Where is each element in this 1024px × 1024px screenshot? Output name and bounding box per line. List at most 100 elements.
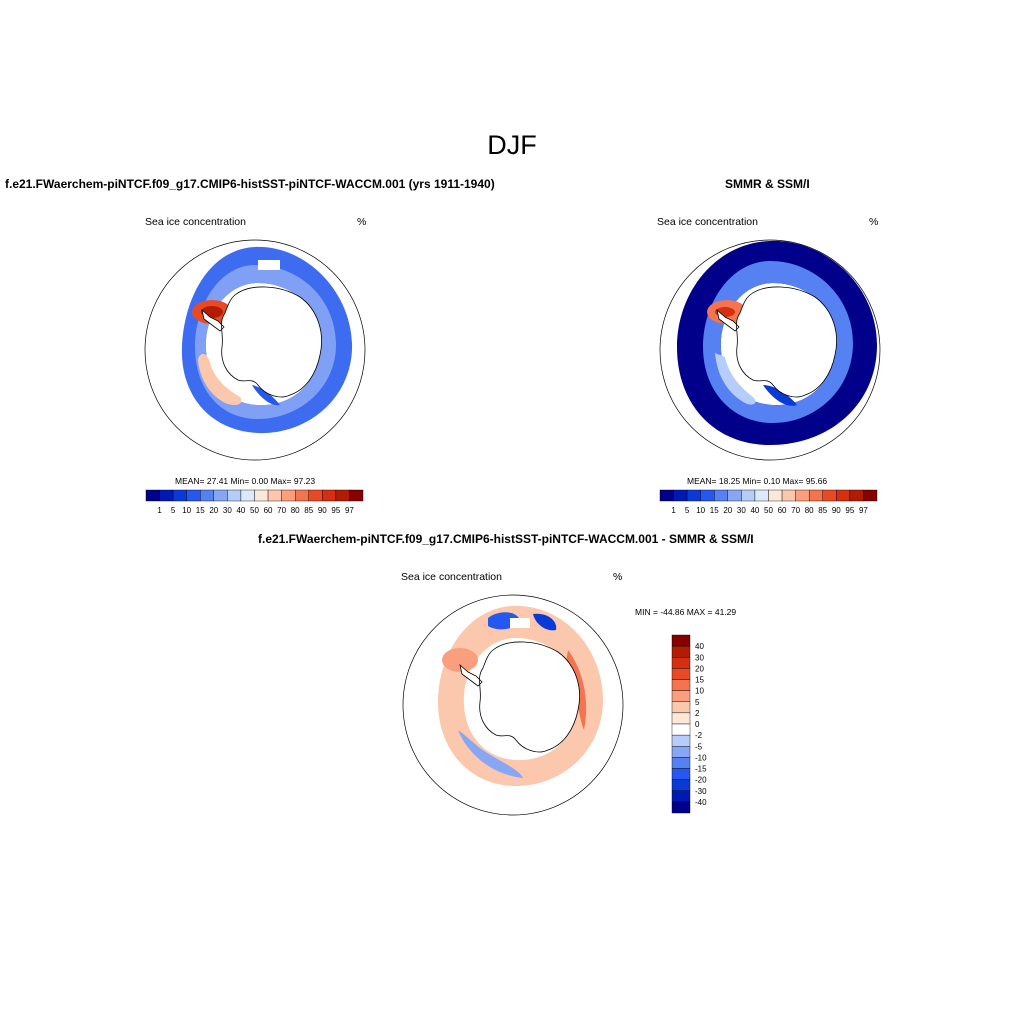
model-colorbar-tick-13: 95 — [331, 506, 340, 515]
model-stats: MEAN= 27.41 Min= 0.00 Max= 97.23 — [175, 476, 316, 486]
diff-colorbar-swatch-8 — [671, 723, 691, 736]
obs-colorbar-swatch-8 — [768, 489, 783, 502]
diff-colorbar-tick-2: 20 — [695, 664, 704, 673]
diff-colorbar-tick-6: 2 — [695, 709, 700, 718]
model-colorbar-tick-5: 30 — [223, 506, 232, 515]
diff-colorbar-swatch-2 — [671, 657, 691, 669]
model-colorbar-tick-12: 90 — [318, 506, 327, 515]
obs-colorbar-swatch-14 — [849, 489, 864, 502]
diff-colorbar-swatch-6 — [671, 701, 691, 714]
diff-stats: MIN = -44.86 MAX = 41.29 — [635, 607, 737, 617]
diff-colorbar-swatch-0 — [671, 634, 691, 647]
model-colorbar-tick-14: 97 — [345, 506, 354, 515]
obs-colorbar-tick-6: 40 — [750, 506, 759, 515]
obs-colorbar-swatch-7 — [754, 489, 769, 502]
model-variable-label: Sea ice concentration — [145, 216, 246, 228]
diff-colorbar-swatch-4 — [671, 679, 691, 691]
diff-units-label: % — [613, 571, 623, 583]
model-colorbar-swatch-11 — [294, 489, 309, 502]
obs-colorbar-tick-2: 10 — [696, 506, 705, 515]
diff-colorbar-tick-3: 15 — [695, 676, 704, 685]
diff-colorbar-tick-13: -30 — [695, 787, 707, 796]
model-colorbar-swatch-1 — [159, 489, 174, 502]
diff-colorbar-tick-12: -20 — [695, 776, 707, 785]
model-colorbar-swatch-3 — [186, 489, 201, 502]
model-colorbar-swatch-5 — [213, 489, 228, 502]
diff-colorbar-tick-11: -15 — [695, 765, 707, 774]
model-units-label: % — [357, 216, 367, 228]
obs-polar-map — [659, 239, 881, 461]
figure-title: DJF — [487, 130, 537, 160]
model-colorbar-tick-0: 1 — [157, 506, 162, 515]
diff-colorbar-tick-5: 5 — [695, 698, 700, 707]
model-colorbar-swatch-8 — [254, 489, 269, 502]
model-colorbar-tick-7: 50 — [250, 506, 259, 515]
obs-colorbar-tick-3: 15 — [710, 506, 719, 515]
diff-colorbar-swatch-1 — [671, 645, 691, 658]
diff-colorbar-swatch-14 — [671, 790, 691, 803]
model-colorbar-swatch-15 — [349, 489, 364, 502]
obs-colorbar-swatch-4 — [714, 489, 729, 502]
diff-colorbar-swatch-3 — [671, 668, 691, 680]
obs-colorbar-tick-9: 70 — [791, 506, 800, 515]
model-colorbar-swatch-2 — [172, 489, 187, 502]
diff-colorbar-tick-10: -10 — [695, 753, 707, 762]
obs-colorbar-swatch-13 — [836, 489, 851, 502]
model-colorbar-swatch-4 — [200, 489, 215, 502]
model-colorbar-tick-6: 40 — [236, 506, 245, 515]
diff-panel-title: f.e21.FWaerchem-piNTCF.f09_g17.CMIP6-his… — [258, 532, 754, 546]
diff-antarctica-outline — [459, 641, 580, 753]
model-colorbar-tick-2: 10 — [182, 506, 191, 515]
model-colorbar-tick-4: 20 — [209, 506, 218, 515]
model-colorbar-tick-8: 60 — [264, 506, 273, 515]
model-colorbar-tick-1: 5 — [171, 506, 176, 515]
obs-units-label: % — [869, 216, 879, 228]
obs-colorbar-swatch-11 — [808, 489, 823, 502]
model-colorbar-swatch-7 — [240, 489, 255, 502]
obs-colorbar-swatch-2 — [686, 489, 701, 502]
model-colorbar-swatch-9 — [267, 489, 282, 502]
obs-stats: MEAN= 18.25 Min= 0.10 Max= 95.66 — [687, 476, 828, 486]
model-colorbar-swatch-10 — [281, 489, 296, 502]
model-colorbar-swatch-14 — [335, 489, 350, 502]
diff-colorbar-tick-9: -5 — [695, 742, 703, 751]
obs-colorbar-tick-5: 30 — [737, 506, 746, 515]
diff-colorbar-swatch-11 — [671, 757, 691, 769]
diff-variable-label: Sea ice concentration — [401, 571, 502, 583]
diff-colorbar-tick-4: 10 — [695, 687, 704, 696]
obs-colorbar-swatch-12 — [822, 489, 837, 502]
diff-colorbar-tick-7: 0 — [695, 720, 700, 729]
model-colorbar-swatch-0 — [145, 489, 160, 502]
model-colorbar-swatch-12 — [308, 489, 323, 502]
obs-colorbar-tick-13: 95 — [845, 506, 854, 515]
obs-colorbar-tick-0: 1 — [671, 506, 676, 515]
model-antarctica-outline — [201, 286, 322, 398]
model-colorbar-tick-9: 70 — [277, 506, 286, 515]
diff-colorbar-swatch-5 — [671, 690, 691, 702]
obs-colorbar-tick-7: 50 — [764, 506, 773, 515]
obs-colorbar-swatch-15 — [863, 489, 878, 502]
obs-colorbar-tick-1: 5 — [685, 506, 690, 515]
model-colorbar-tick-11: 85 — [304, 506, 313, 515]
diff-colorbar-tick-0: 40 — [695, 642, 704, 651]
diff-colorbar-tick-1: 30 — [695, 653, 704, 662]
obs-colorbar-tick-4: 20 — [723, 506, 732, 515]
obs-antarctica-outline — [716, 286, 837, 398]
model-colorbar-swatch-13 — [322, 489, 337, 502]
diff-colorbar-swatch-15 — [671, 801, 691, 814]
obs-colorbar-swatch-3 — [700, 489, 715, 502]
obs-colorbar-tick-14: 97 — [859, 506, 868, 515]
obs-colorbar-tick-12: 90 — [832, 506, 841, 515]
diff-colorbar-swatch-7 — [671, 712, 691, 725]
diff-colorbar-swatch-9 — [671, 734, 691, 747]
obs-colorbar-swatch-6 — [741, 489, 756, 502]
diff-colorbar-swatch-13 — [671, 779, 691, 791]
diff-colorbar-tick-14: -40 — [695, 798, 707, 807]
obs-colorbar-tick-11: 85 — [818, 506, 827, 515]
obs-colorbar-swatch-5 — [727, 489, 742, 502]
obs-colorbar-tick-10: 80 — [805, 506, 814, 515]
diff-polar-map — [402, 594, 624, 816]
model-colorbar-tick-10: 80 — [291, 506, 300, 515]
